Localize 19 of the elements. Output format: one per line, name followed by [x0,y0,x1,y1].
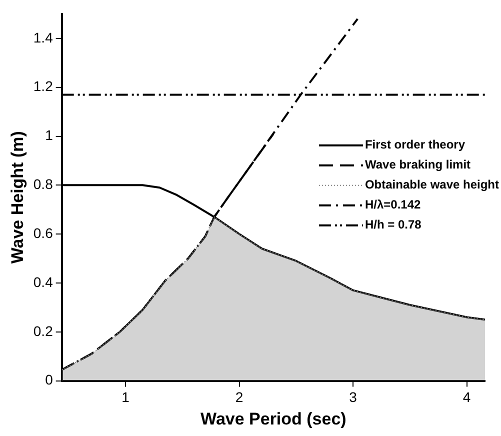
y-tick-label: 0 [45,372,54,388]
y-axis-title: Wave Height (m) [8,131,27,264]
y-tick-label: 0.2 [33,322,54,339]
x-tick-label: 2 [235,389,244,406]
y-tick-label: 0.4 [33,274,54,290]
y-tick-label: 1 [45,127,54,144]
x-axis-title: Wave Period (sec) [200,409,346,428]
x-tick-label: 4 [462,389,471,406]
legend-label: Obtainable wave height [364,178,500,192]
x-tick-label: 1 [122,389,130,406]
x-tick-label: 3 [349,389,358,406]
y-tick-label: 1.4 [33,29,54,46]
legend-label: Wave braking limit [364,158,471,172]
legend-label: First order theory [364,138,466,152]
y-tick-label: 0.8 [33,176,54,192]
y-tick-label: 0.6 [33,224,54,241]
legend-label: H/λ=0.142 [364,198,422,212]
legend-label: H/h = 0.78 [364,218,422,232]
y-tick-label: 1.2 [33,78,54,94]
